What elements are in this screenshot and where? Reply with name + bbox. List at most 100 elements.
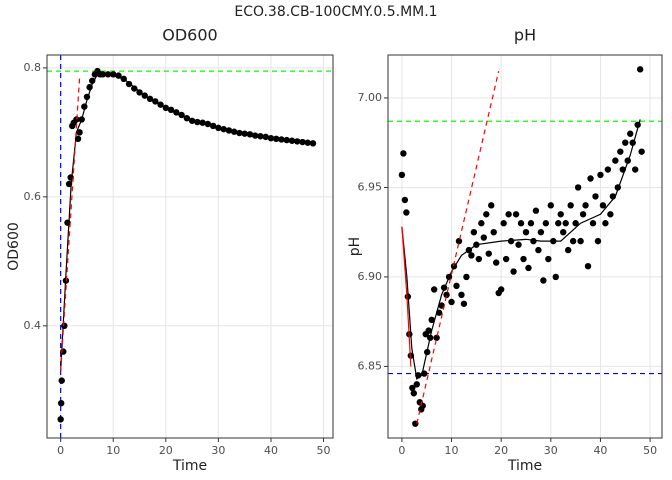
data-point (507, 237, 515, 245)
data-point (530, 237, 537, 245)
y-axis-label: OD600 (6, 222, 22, 271)
suptitle: ECO.38.CB-100CMY.0.5.MM.1 (234, 4, 437, 20)
x-tick-label: 30 (211, 444, 225, 457)
data-point (403, 209, 410, 216)
data-point (592, 193, 599, 200)
data-point (522, 228, 530, 236)
y-tick-label: 0.4 (24, 319, 42, 332)
data-point (584, 262, 592, 270)
data-point (574, 184, 582, 191)
data-point (483, 211, 490, 218)
x-axis-label: Time (507, 458, 542, 474)
data-point (636, 66, 644, 73)
fit-line (401, 119, 641, 380)
data-point (617, 148, 624, 155)
data-point (537, 228, 545, 236)
x-tick-label: 30 (544, 444, 558, 457)
fit-line (416, 70, 500, 424)
data-point (76, 129, 83, 136)
data-point (540, 277, 547, 284)
data-point (460, 300, 468, 307)
data-point (448, 298, 455, 306)
y-tick-label: 0.8 (24, 61, 42, 74)
x-tick-label: 40 (593, 444, 607, 457)
data-point (463, 273, 470, 281)
data-point (552, 273, 559, 281)
data-point (564, 246, 572, 254)
x-tick-label: 40 (264, 444, 278, 457)
fit-line (60, 73, 314, 371)
data-point (594, 237, 602, 245)
data-point (478, 220, 485, 227)
data-point (89, 77, 96, 84)
data-point (433, 334, 440, 341)
data-point (61, 322, 68, 330)
data-point (510, 268, 517, 275)
y-tick-label: 0.6 (24, 190, 42, 203)
data-point (470, 228, 478, 236)
fit-line (60, 77, 81, 371)
panel-border (387, 54, 663, 439)
data-point (413, 381, 420, 388)
panel-border (46, 54, 334, 439)
data-point (587, 175, 594, 182)
data-point (488, 202, 495, 209)
data-point (57, 399, 65, 407)
x-tick-label: 10 (445, 444, 459, 457)
data-point (602, 220, 609, 227)
data-point (401, 196, 409, 204)
data-point (517, 220, 525, 227)
x-tick-label: 0 (398, 444, 405, 457)
data-point (567, 202, 574, 209)
data-point (398, 171, 406, 179)
data-point (58, 377, 65, 384)
data-point (475, 255, 483, 263)
data-point (502, 255, 510, 263)
data-point (557, 211, 564, 218)
x-tick-label: 10 (106, 444, 120, 457)
y-tick-label: 6.95 (358, 180, 383, 193)
x-tick-label: 50 (643, 444, 657, 457)
x-tick-label: 20 (159, 444, 173, 457)
data-point (453, 282, 460, 290)
data-point (527, 220, 535, 227)
data-point (505, 211, 512, 218)
data-point (458, 291, 465, 299)
data-point (515, 241, 522, 248)
data-point (589, 220, 597, 227)
data-point (400, 150, 407, 157)
data-point (493, 259, 500, 266)
data-point (545, 255, 552, 263)
data-point (560, 228, 567, 236)
panel-title: OD600 (162, 26, 217, 45)
data-point (547, 202, 555, 209)
y-tick-label: 6.90 (358, 270, 383, 283)
data-point (131, 85, 138, 92)
y-tick-label: 7.00 (358, 91, 383, 104)
data-point (485, 250, 492, 257)
data-point (569, 237, 577, 245)
data-point (572, 220, 579, 227)
data-point (607, 211, 614, 218)
data-point (555, 220, 562, 227)
data-point (497, 286, 505, 293)
data-point (520, 255, 527, 263)
data-point (631, 166, 639, 173)
data-point (490, 228, 497, 236)
data-point (455, 237, 463, 245)
data-point (597, 171, 604, 179)
data-point (468, 252, 475, 259)
data-point (409, 384, 416, 392)
data-point (500, 220, 507, 227)
y-tick-label: 6.85 (358, 359, 383, 372)
data-point (443, 291, 450, 299)
data-point (438, 302, 445, 309)
data-point (577, 237, 584, 245)
data-point (542, 220, 550, 227)
x-axis-label: Time (172, 458, 207, 474)
data-point (622, 139, 629, 146)
data-point (535, 246, 542, 254)
y-axis-label: pH (347, 237, 363, 256)
data-point (525, 264, 532, 272)
